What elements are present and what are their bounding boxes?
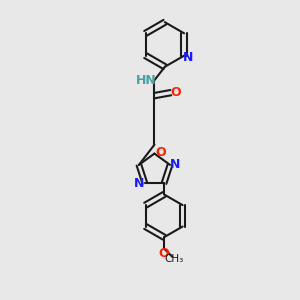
Text: CH₃: CH₃	[165, 254, 184, 264]
Text: N: N	[170, 158, 181, 171]
Text: N: N	[182, 51, 193, 64]
Text: O: O	[155, 146, 166, 159]
Text: HN: HN	[136, 74, 157, 87]
Text: O: O	[159, 248, 170, 260]
Text: O: O	[171, 86, 182, 99]
Text: N: N	[134, 177, 145, 190]
